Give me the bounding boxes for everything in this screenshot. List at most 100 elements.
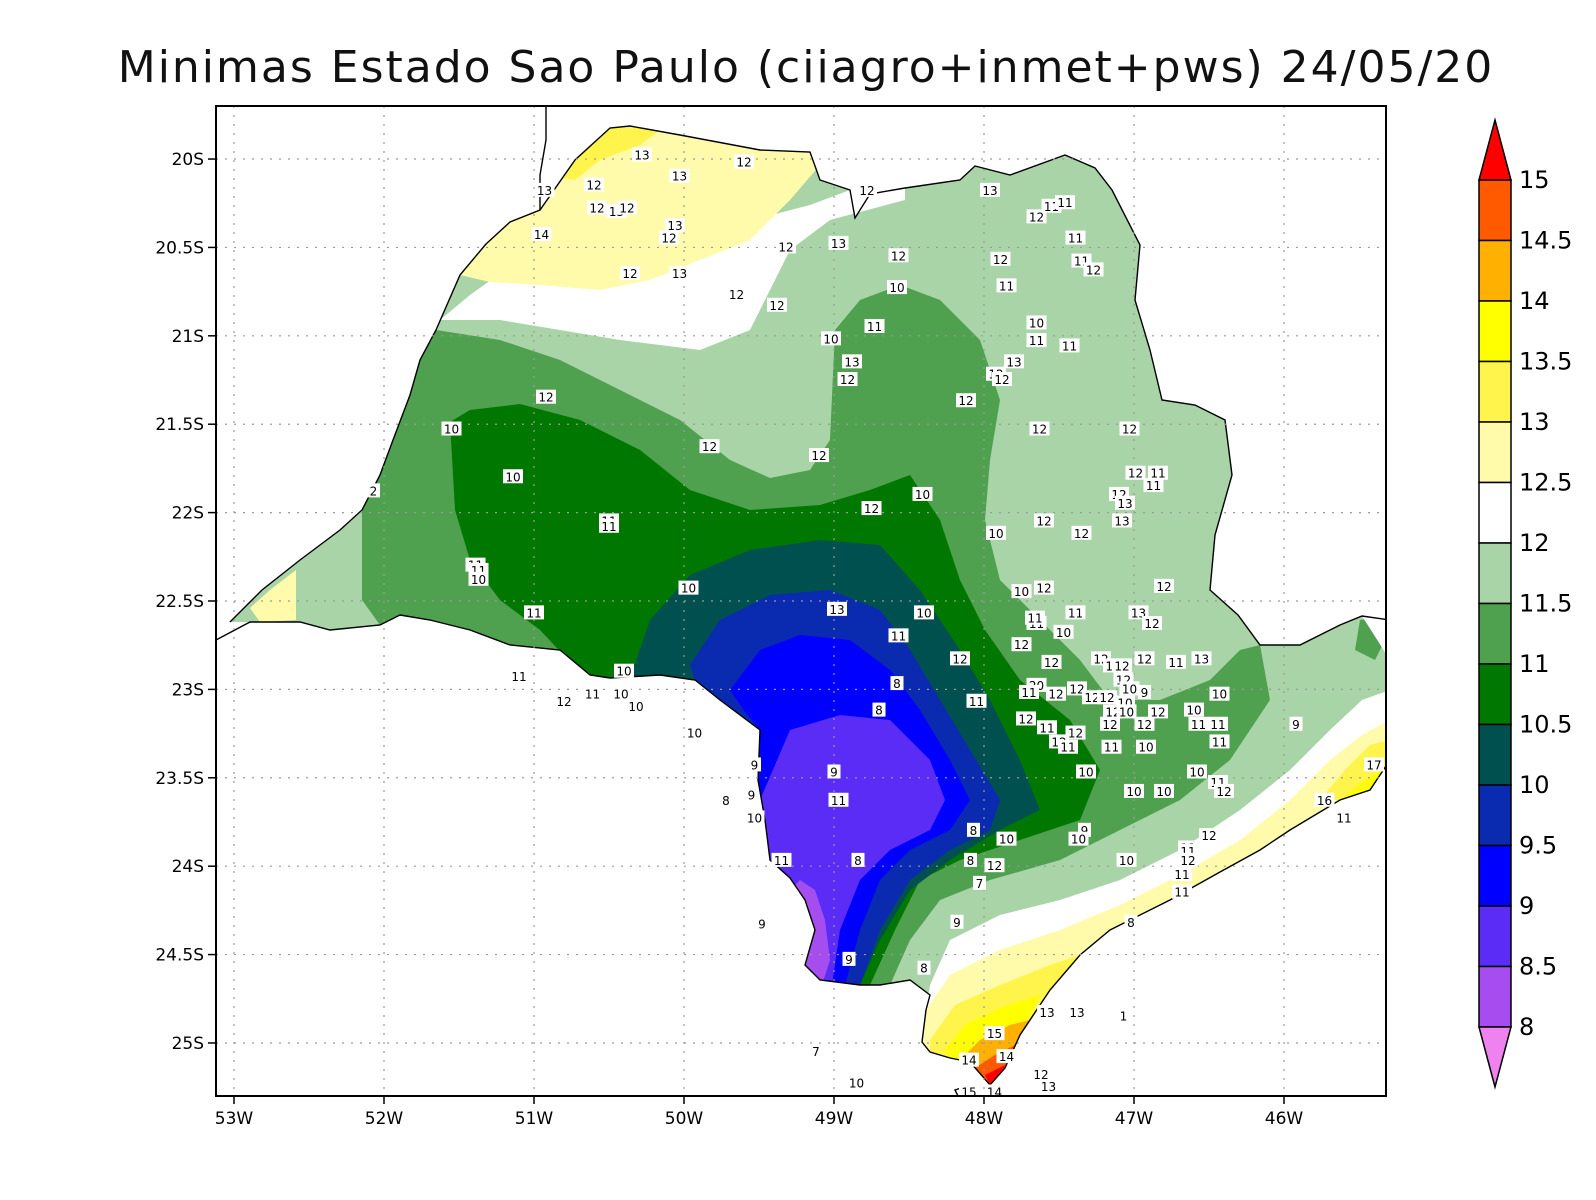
- station-label: 13: [632, 147, 652, 163]
- station-value: 13: [844, 355, 859, 369]
- station-label: 8: [1124, 914, 1138, 930]
- map-title: Minimas Estado Sao Paulo (ciiagro+inmet+…: [118, 42, 1495, 93]
- station-label: 11: [828, 792, 849, 808]
- station-label-box: [1112, 658, 1132, 673]
- station-label: 10: [1076, 764, 1096, 779]
- station-label: 2: [367, 483, 380, 498]
- colorbar-box: [1478, 602, 1512, 665]
- station-label: 12: [861, 501, 882, 516]
- station-label: 13: [1004, 354, 1024, 369]
- station-value: 8: [854, 854, 862, 868]
- station-label: 13: [980, 182, 1000, 198]
- station-value: 13: [672, 267, 687, 281]
- station-label: 1: [1117, 1008, 1130, 1023]
- station-label-box: [1148, 465, 1168, 480]
- station-label: 9: [755, 916, 769, 932]
- station-label: 10: [1011, 584, 1032, 599]
- station-label: 16: [1314, 792, 1335, 808]
- y-tick-label: 23.5S: [155, 769, 204, 789]
- station-label-box: [864, 318, 885, 333]
- station-label: 10: [986, 525, 1006, 541]
- station-label-box: [1199, 828, 1219, 843]
- x-tick-label: 49W: [815, 1109, 854, 1129]
- colorbar-label: 9: [1519, 892, 1534, 920]
- station-label: 12: [1214, 783, 1234, 799]
- station-label: 8: [917, 960, 931, 976]
- station-label-box: [1026, 315, 1047, 330]
- colorbar-label: 15: [1519, 166, 1550, 194]
- station-label-box: [1166, 654, 1186, 669]
- station-label: 8: [719, 792, 733, 808]
- y-tick-label: 25S: [172, 1034, 204, 1054]
- station-label: 12: [1071, 525, 1092, 541]
- station-label-box: [1119, 681, 1140, 696]
- station-label-box: [699, 439, 720, 454]
- colorbar-bottom-triangle: [1478, 1026, 1512, 1090]
- station-value: 12: [622, 267, 637, 281]
- station-value: 12: [538, 391, 553, 405]
- station-label: 10: [1184, 702, 1204, 718]
- colorbar-box: [1478, 360, 1512, 423]
- station-label: 10: [611, 686, 631, 702]
- station-value: 11: [1174, 868, 1189, 882]
- station-label: 12: [1134, 716, 1155, 732]
- station-label-box: [984, 1026, 1005, 1041]
- station-label-box: [1071, 525, 1092, 540]
- station-label: 10: [678, 580, 699, 596]
- station-value: 9: [953, 916, 961, 930]
- station-value: 10: [687, 727, 702, 741]
- station-label-box: [1154, 578, 1174, 593]
- colorbar-box: [1478, 723, 1512, 786]
- station-value: 13: [537, 184, 552, 198]
- station-label: 11: [1065, 230, 1086, 246]
- station-value: 12: [952, 652, 967, 666]
- station-label: 12: [888, 248, 909, 263]
- station-label: 12: [1097, 690, 1117, 705]
- station-label-box: [620, 265, 640, 280]
- station-label: 12: [734, 154, 754, 170]
- station-label: 12: [1065, 725, 1086, 741]
- station-label: 10: [1124, 783, 1144, 799]
- station-label-box: [719, 792, 733, 807]
- station-value: 11: [1104, 741, 1119, 755]
- station-label-box: [367, 483, 380, 498]
- colorbar-label: 12.5: [1519, 469, 1572, 497]
- station-label: 9: [827, 764, 841, 779]
- station-label-box: [611, 686, 631, 701]
- colorbar-box: [1478, 481, 1512, 544]
- station-label-box: [665, 218, 685, 233]
- station-label: 12: [1034, 580, 1054, 596]
- station-label-box: [1038, 1079, 1059, 1094]
- station-label: 12: [1125, 465, 1146, 481]
- station-value: 12: [1074, 527, 1089, 541]
- station-label: 11: [1208, 716, 1228, 732]
- station-value: 12: [864, 502, 879, 516]
- station-label-box: [1067, 1004, 1087, 1019]
- y-tick-label: 23S: [172, 680, 204, 700]
- station-value: 9: [751, 758, 759, 772]
- station-label-box: [959, 1084, 979, 1099]
- station-label-box: [669, 265, 690, 280]
- station-label-box: [1119, 421, 1140, 436]
- station-label: 12: [1119, 421, 1140, 437]
- axes: 53W 52W 51W 50W 49W 48W 47W 46W 20S 20.5S 21S 21.5S…: [155, 150, 1303, 1129]
- station-value: 10: [444, 423, 459, 437]
- station-label: 12: [1154, 578, 1174, 594]
- station-value: 9: [1141, 686, 1149, 700]
- station-label: 10: [1209, 686, 1230, 702]
- station-value: 12: [769, 299, 784, 313]
- station-label-box: [1364, 757, 1384, 772]
- station-label: 12: [620, 265, 640, 281]
- colorbar-label: 8.5: [1519, 953, 1557, 981]
- station-value: 13: [1039, 1006, 1054, 1020]
- station-label-box: [842, 951, 856, 966]
- station-label: 10: [1136, 739, 1156, 755]
- station-label: 13: [1191, 651, 1212, 666]
- station-label-box: [554, 693, 574, 708]
- station-value: 13: [1069, 1006, 1084, 1020]
- station-label: 13: [534, 182, 555, 198]
- colorbar-box: [1478, 421, 1512, 484]
- station-value: 10: [849, 1077, 864, 1091]
- station-label-box: [888, 248, 909, 263]
- station-value: 10: [505, 470, 520, 484]
